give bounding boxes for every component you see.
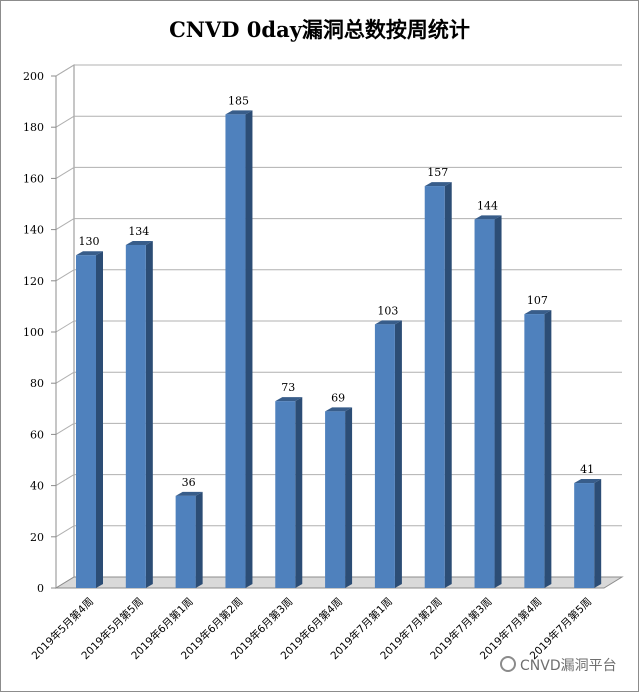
bar bbox=[474, 219, 495, 589]
bar bbox=[524, 314, 545, 588]
data-label: 144 bbox=[477, 199, 498, 212]
y-tick-label: 20 bbox=[30, 531, 44, 544]
bar-top bbox=[474, 215, 502, 220]
bar bbox=[125, 244, 146, 588]
y-tick-label: 0 bbox=[37, 582, 44, 595]
bar bbox=[574, 483, 595, 588]
y-tick-label: 40 bbox=[30, 480, 44, 493]
bar-side bbox=[295, 397, 303, 588]
y-tick-label: 120 bbox=[23, 275, 44, 288]
gridline-diagonal bbox=[55, 525, 75, 538]
y-tick-label: 200 bbox=[23, 70, 44, 83]
bar-top bbox=[125, 240, 153, 245]
bar-side bbox=[195, 491, 203, 588]
data-label: 36 bbox=[182, 476, 196, 489]
bar bbox=[175, 495, 196, 588]
wechat-icon bbox=[500, 656, 516, 672]
data-label: 69 bbox=[331, 391, 345, 404]
bar bbox=[424, 186, 445, 588]
y-tick-label: 180 bbox=[23, 121, 44, 134]
data-label: 103 bbox=[377, 304, 398, 317]
data-label: 41 bbox=[580, 463, 594, 476]
watermark-text: CNVD漏洞平台 bbox=[520, 658, 617, 674]
gridline-diagonal bbox=[55, 320, 75, 333]
y-tick-label: 60 bbox=[30, 428, 44, 441]
bar-side bbox=[544, 310, 552, 588]
y-tick-label: 100 bbox=[23, 326, 44, 339]
bar-side bbox=[594, 479, 602, 588]
gridline-diagonal bbox=[55, 218, 75, 231]
gridline-diagonal bbox=[55, 64, 75, 77]
bar-top bbox=[175, 491, 203, 496]
chart-title: CNVD 0day漏洞总数按周统计 bbox=[169, 17, 470, 42]
y-tick-label: 80 bbox=[30, 377, 44, 390]
data-label: 73 bbox=[281, 381, 295, 394]
bar bbox=[374, 324, 395, 588]
bar-side bbox=[394, 320, 402, 588]
bar-side bbox=[145, 240, 153, 588]
bar-side bbox=[345, 407, 353, 588]
data-label: 185 bbox=[228, 94, 249, 107]
data-label: 130 bbox=[79, 235, 100, 248]
bar-side bbox=[444, 182, 452, 588]
bar-top bbox=[325, 407, 353, 412]
bar-side bbox=[245, 110, 253, 589]
data-label: 107 bbox=[527, 294, 548, 307]
bar bbox=[325, 411, 346, 588]
bar-side bbox=[96, 251, 103, 588]
gridline-diagonal bbox=[55, 269, 75, 282]
bar bbox=[76, 255, 96, 588]
watermark: CNVD漏洞平台 bbox=[500, 655, 617, 675]
gridline-diagonal bbox=[55, 371, 75, 384]
gridline-diagonal bbox=[55, 474, 75, 487]
bar bbox=[225, 114, 246, 589]
gridline-diagonal bbox=[55, 166, 75, 179]
y-tick-label: 140 bbox=[23, 224, 44, 237]
bar-top bbox=[374, 320, 402, 325]
bar-top bbox=[275, 397, 303, 402]
bar-top bbox=[524, 310, 552, 315]
data-label: 134 bbox=[128, 225, 149, 238]
gridline-diagonal bbox=[55, 115, 75, 128]
bar-top bbox=[424, 182, 452, 187]
bar-top bbox=[574, 479, 602, 484]
gridline-diagonal bbox=[55, 422, 75, 435]
bar-side bbox=[494, 215, 502, 589]
y-tick-label: 160 bbox=[23, 172, 44, 185]
bar-top bbox=[76, 251, 103, 256]
bar bbox=[275, 401, 296, 588]
data-label: 157 bbox=[427, 166, 448, 179]
bar-top bbox=[225, 110, 253, 115]
